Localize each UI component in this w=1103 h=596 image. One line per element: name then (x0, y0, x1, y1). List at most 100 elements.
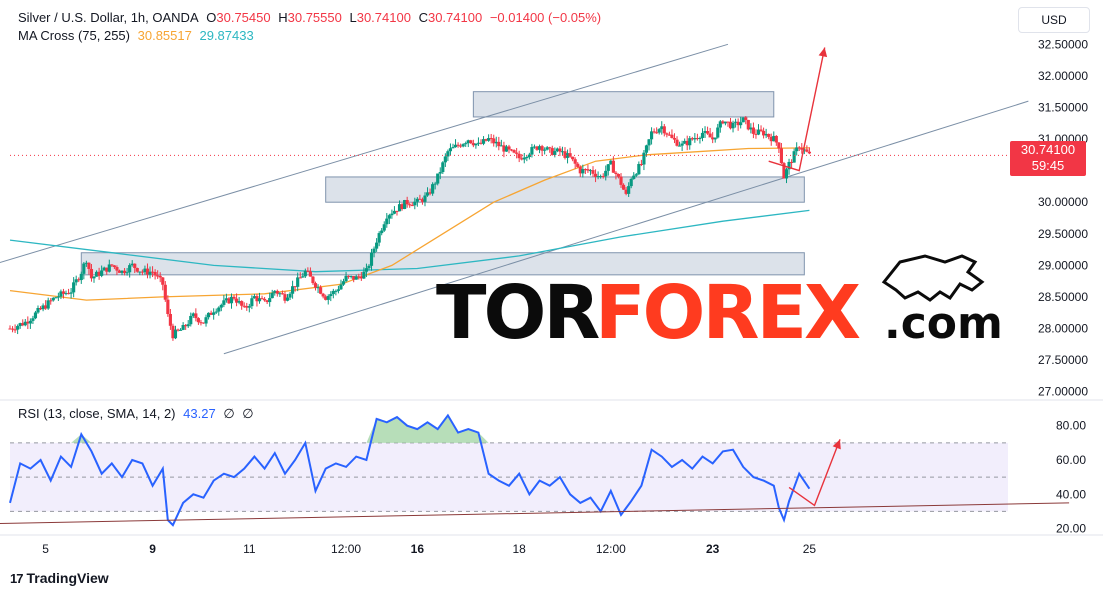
candle-body (31, 318, 35, 321)
bull-icon (881, 254, 985, 302)
candle-body (285, 297, 290, 301)
candle-body (713, 137, 717, 140)
channel-line-1 (223, 100, 1029, 355)
price-axis-tick-4: 30.00000 (1038, 195, 1088, 209)
candle-body (112, 265, 116, 268)
channel-line-0 (0, 43, 729, 263)
candle-body (624, 189, 628, 194)
candle-body (313, 283, 318, 288)
candle-body (16, 326, 20, 330)
rsi-projection-arrow-head (832, 439, 841, 450)
tradingview-brand: TradingView (26, 570, 109, 586)
ma-fast-value: 30.85517 (137, 28, 192, 43)
candle-body (72, 282, 76, 293)
candle-body (759, 129, 763, 131)
candle-body (390, 213, 394, 216)
candle-body (107, 264, 111, 272)
candle-body (405, 200, 409, 205)
candle-body (471, 143, 475, 146)
candle-body (82, 263, 86, 274)
candle-body (212, 312, 216, 315)
candle-body (23, 321, 27, 326)
ma-legend: MA Cross (75, 255) 30.85517 29.87433 (18, 28, 258, 43)
candle-body (49, 300, 53, 302)
candle-body (777, 142, 781, 149)
ma-slow-value: 29.87433 (199, 28, 254, 43)
candle-body (354, 276, 358, 280)
candle-body (392, 210, 397, 214)
candle-body (736, 121, 740, 126)
candle-body (184, 325, 188, 327)
candle-body (779, 148, 783, 164)
candle-body (84, 262, 88, 264)
candle-body (537, 146, 542, 150)
time-axis-tick-1: 9 (149, 542, 156, 556)
price-projection-arrow-head (818, 47, 828, 58)
candle-body (201, 322, 206, 324)
candle-body (89, 268, 94, 279)
last-price-tag: 30.74100 59:45 (1010, 141, 1086, 176)
candle-body (28, 320, 32, 324)
candle-body (94, 271, 99, 277)
candle-body (591, 170, 595, 174)
candle-body (611, 160, 615, 173)
time-axis-tick-3: 12:00 (331, 542, 361, 556)
bar-countdown: 59:45 (1031, 158, 1065, 173)
candle-body (805, 149, 809, 152)
candle-body (675, 139, 679, 146)
candle-body (764, 133, 768, 136)
candle-body (672, 137, 677, 140)
moving-averages (9, 147, 810, 301)
candle-body (423, 195, 427, 202)
candle-body (408, 204, 412, 206)
candle-body (21, 323, 25, 326)
candle-body (150, 271, 155, 273)
candle-body (698, 137, 702, 139)
candle-body (74, 279, 78, 283)
candle-body (543, 149, 547, 151)
candle-body (476, 142, 481, 144)
candle-body (581, 169, 585, 174)
candle-body (321, 293, 325, 297)
trend-channel (0, 43, 1029, 355)
candle-body (280, 293, 284, 295)
candle-body (670, 134, 674, 138)
candle-body (176, 329, 180, 331)
candle-body (293, 286, 297, 288)
candle-body (240, 301, 244, 306)
price-axis-tick-9: 27.50000 (1038, 353, 1088, 367)
candle-body (347, 275, 351, 277)
candle-body (428, 192, 432, 194)
time-axis-tick-5: 18 (513, 542, 527, 556)
price-axis-tick-8: 28.00000 (1038, 322, 1088, 336)
candle-body (693, 138, 697, 140)
rsi-line (9, 413, 811, 527)
candle-body (115, 267, 119, 271)
candle-body (744, 117, 748, 120)
candle-body (731, 122, 735, 129)
candle-body (403, 200, 407, 210)
candle-body (451, 147, 455, 149)
open-value: 30.75450 (216, 10, 271, 25)
candle-body (708, 133, 712, 138)
candle-body (509, 149, 514, 151)
candle-body (723, 121, 727, 124)
candle-body (352, 276, 356, 280)
tradingview-logo[interactable]: 17 TradingView (10, 570, 109, 586)
candle-body (652, 131, 656, 133)
candle-body (680, 143, 684, 146)
low-key: L (349, 10, 357, 25)
candle-body (420, 199, 425, 202)
rsi-axis-tick-0: 80.00 (1056, 419, 1086, 433)
price-axis-tick-7: 28.50000 (1038, 290, 1088, 304)
candle-body (728, 121, 733, 129)
candle-body (431, 184, 435, 194)
high-value: 30.75550 (287, 10, 342, 25)
candle-body (375, 242, 379, 249)
candle-body (474, 143, 478, 146)
time-axis-tick-7: 23 (706, 542, 720, 556)
candle-body (718, 121, 722, 128)
currency-button[interactable]: USD (1018, 7, 1090, 33)
candle-body (130, 263, 134, 266)
candle-body (128, 265, 132, 273)
